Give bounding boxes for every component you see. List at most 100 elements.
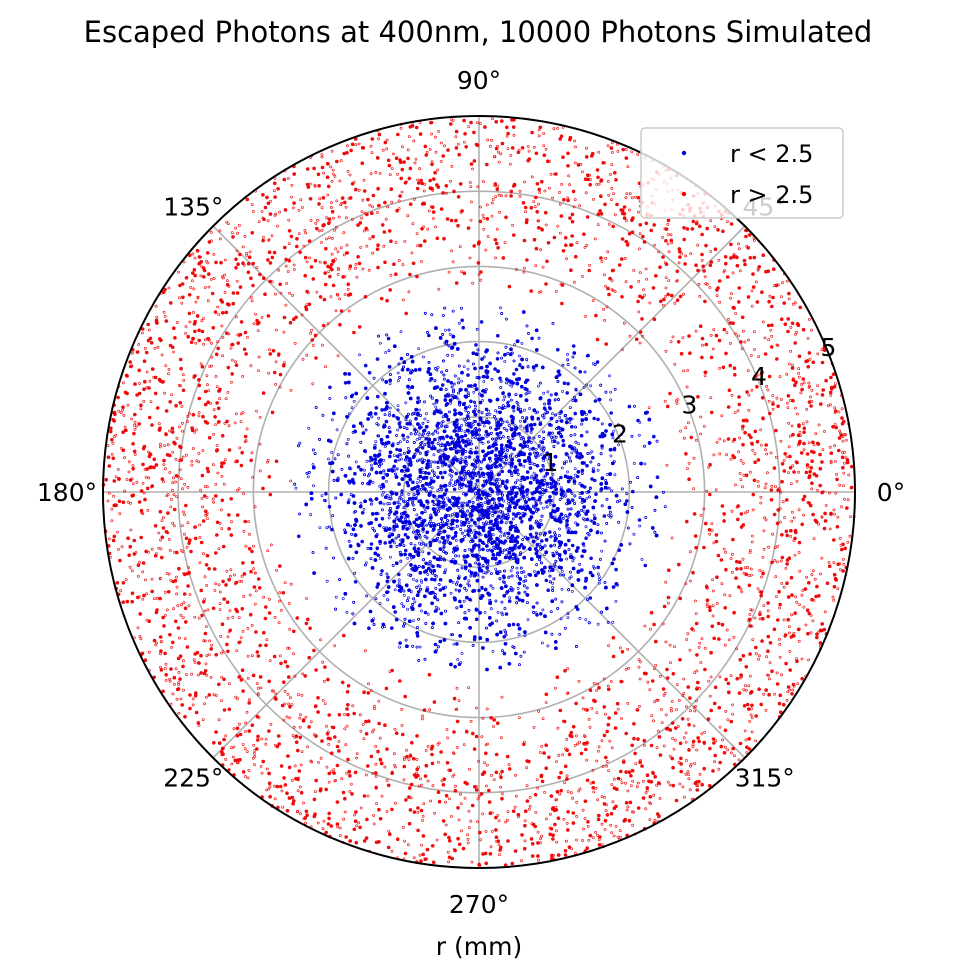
point-inner [384,351,388,354]
point-inner [464,444,468,448]
point-inner [382,458,386,462]
point-inner [543,478,547,482]
point-inner [449,662,453,667]
point-inner [643,563,648,568]
point-inner [603,581,607,584]
point-inner [534,503,539,507]
point-inner [423,610,428,615]
point-inner [655,475,660,480]
point-inner [327,525,331,529]
point-inner [596,565,600,570]
point-inner [471,476,475,480]
point-inner [598,581,601,585]
point-inner [390,626,394,630]
point-inner [469,439,473,443]
point-inner [546,390,550,394]
point-inner [460,318,465,323]
point-inner [544,550,548,554]
point-inner [406,607,410,611]
point-inner [447,328,451,332]
point-inner [556,347,560,352]
point-inner [651,526,655,530]
point-inner [396,454,400,459]
point-inner [444,488,449,492]
point-inner [374,440,378,444]
point-inner [427,444,431,449]
point-inner [469,447,473,451]
point-inner [458,599,462,604]
point-inner [590,450,594,454]
point-inner [443,394,448,398]
point-inner [566,616,570,620]
point-inner [409,590,413,594]
point-inner [591,455,595,460]
point-inner [395,447,399,452]
point-inner [430,313,434,317]
point-inner [500,465,504,469]
point-inner [415,626,419,629]
point-inner [502,534,506,538]
point-inner [396,505,400,509]
point-inner [613,473,617,477]
point-inner [596,572,600,576]
point-inner [436,475,440,480]
point-inner [364,561,368,565]
point-inner [563,462,566,466]
point-inner [487,421,491,425]
point-inner [446,538,450,541]
point-inner [449,633,453,637]
point-inner [548,481,552,485]
point-inner [428,560,432,564]
point-inner [583,370,587,374]
point-inner [522,650,526,654]
point-inner [541,365,545,370]
point-inner [427,551,431,556]
point-inner [414,416,418,421]
point-inner [460,379,464,383]
chart-title: Escaped Photons at 400nm, 10000 Photons … [84,15,873,49]
point-inner [537,498,541,502]
point-inner [418,571,423,575]
point-inner [398,376,402,379]
point-inner [466,582,470,586]
point-inner [403,552,407,557]
point-inner [402,593,406,597]
point-inner [311,448,315,452]
point-inner [460,652,464,655]
point-inner [464,409,468,413]
point-inner [432,438,436,442]
point-inner [381,441,385,446]
point-inner [386,575,390,580]
point-inner [434,405,438,409]
point-inner [371,481,375,484]
point-inner [449,478,453,482]
point-inner [506,351,510,355]
point-inner [495,619,499,623]
point-inner [530,474,534,478]
point-inner [471,432,475,437]
point-inner [503,461,506,465]
point-inner [441,464,445,468]
point-inner [330,418,334,422]
point-inner [448,484,452,487]
scatter-points [101,117,856,868]
point-inner [609,454,613,458]
point-inner [346,522,350,527]
point-inner [472,390,476,394]
point-inner [535,544,539,548]
point-inner [585,497,589,500]
point-inner [386,336,391,341]
point-inner [454,539,458,542]
point-inner [456,658,460,661]
point-inner [475,485,478,489]
point-inner [406,535,410,540]
point-inner [566,352,569,356]
point-inner [529,440,533,444]
point-inner [411,644,415,648]
point-inner [546,644,550,648]
point-inner [609,390,613,394]
point-inner [479,568,484,573]
point-inner [536,454,540,458]
point-inner [569,575,573,579]
point-inner [504,521,508,525]
